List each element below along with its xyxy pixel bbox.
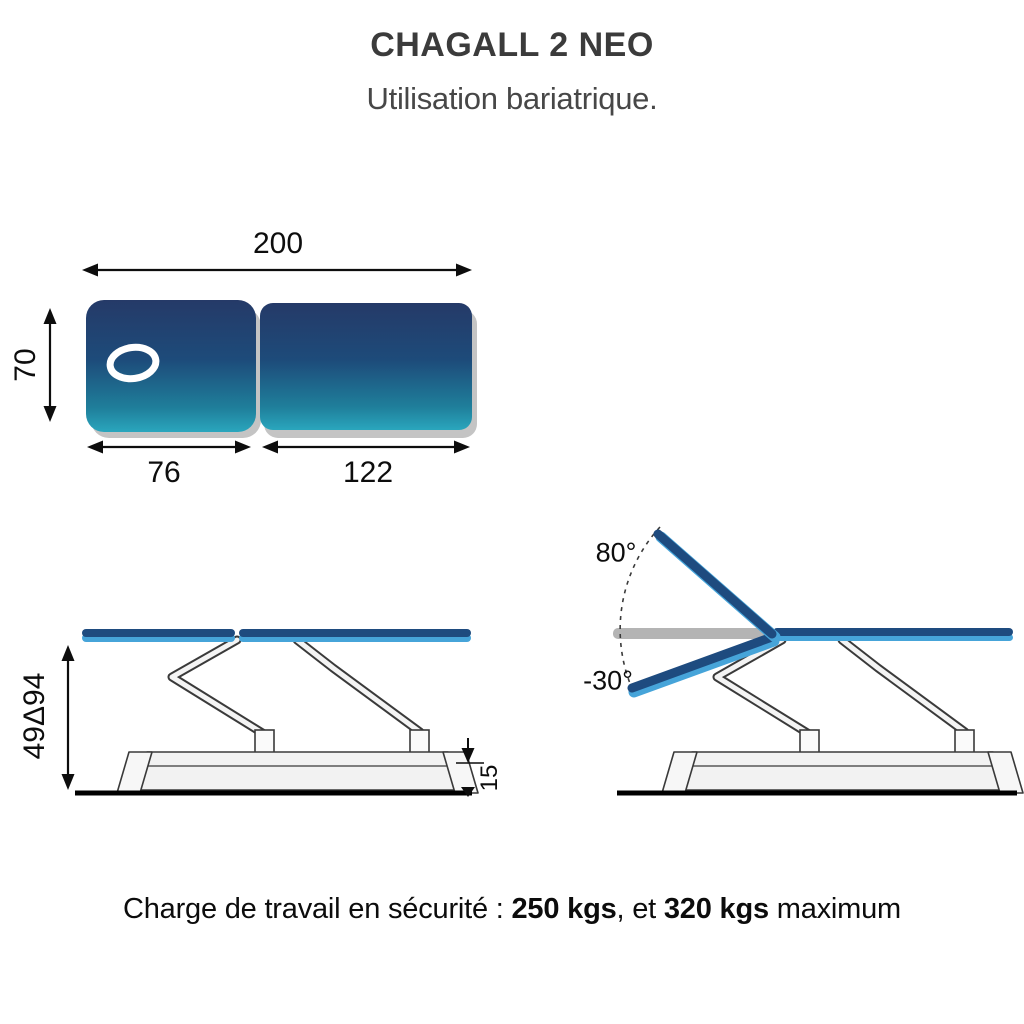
dim-total-length-label: 200	[252, 227, 304, 260]
top-view-drawing	[43, 263, 477, 454]
load-capacity-suffix: maximum	[768, 893, 902, 925]
base-frame	[116, 751, 479, 794]
table-top-profile	[773, 628, 1013, 641]
table-top-profile	[82, 629, 471, 642]
dim-arrow-height-range	[61, 645, 75, 790]
head-section-top	[86, 300, 256, 432]
tilt-view-drawing	[613, 526, 1024, 796]
tilt-down-angle-label: -30°	[583, 665, 633, 696]
flat-position-ghost	[613, 628, 775, 639]
scissor-lift-legs	[167, 635, 425, 739]
seat-section-top	[260, 303, 472, 430]
dim-base-height-label: 15	[476, 764, 503, 792]
side-view-drawing	[61, 629, 484, 797]
base-frame	[661, 751, 1024, 794]
dim-height-range-label: 49Δ94	[18, 672, 51, 760]
dim-base-height	[456, 738, 484, 797]
face-hole	[106, 343, 160, 383]
load-capacity-prefix: Charge de travail en sécurité :	[122, 893, 512, 925]
scissor-lift-legs	[712, 635, 970, 739]
tilt-arc	[619, 526, 661, 694]
product-title: CHAGALL 2 NEO	[370, 26, 654, 64]
backrest-lowered	[627, 632, 780, 698]
product-subtitle: Utilisation bariatrique.	[366, 81, 658, 116]
safe-working-load: 250 kgs	[511, 893, 617, 925]
dim-head-length-label: 76	[147, 456, 181, 489]
dim-arrow-head-length	[87, 440, 251, 454]
dim-arrow-total-length	[82, 263, 472, 277]
dim-arrow-width	[43, 308, 57, 422]
dim-seat-length-label: 122	[342, 456, 394, 489]
load-capacity-mid: , et	[616, 893, 664, 925]
maximum-load: 320 kgs	[663, 893, 769, 925]
dim-arrow-seat-length	[262, 440, 470, 454]
dim-width-label: 70	[9, 348, 42, 382]
backrest-raised	[653, 529, 781, 643]
tilt-up-angle-label: 80°	[595, 537, 637, 568]
load-capacity-text: Charge de travail en sécurité : 250 kgs,…	[0, 893, 1024, 926]
